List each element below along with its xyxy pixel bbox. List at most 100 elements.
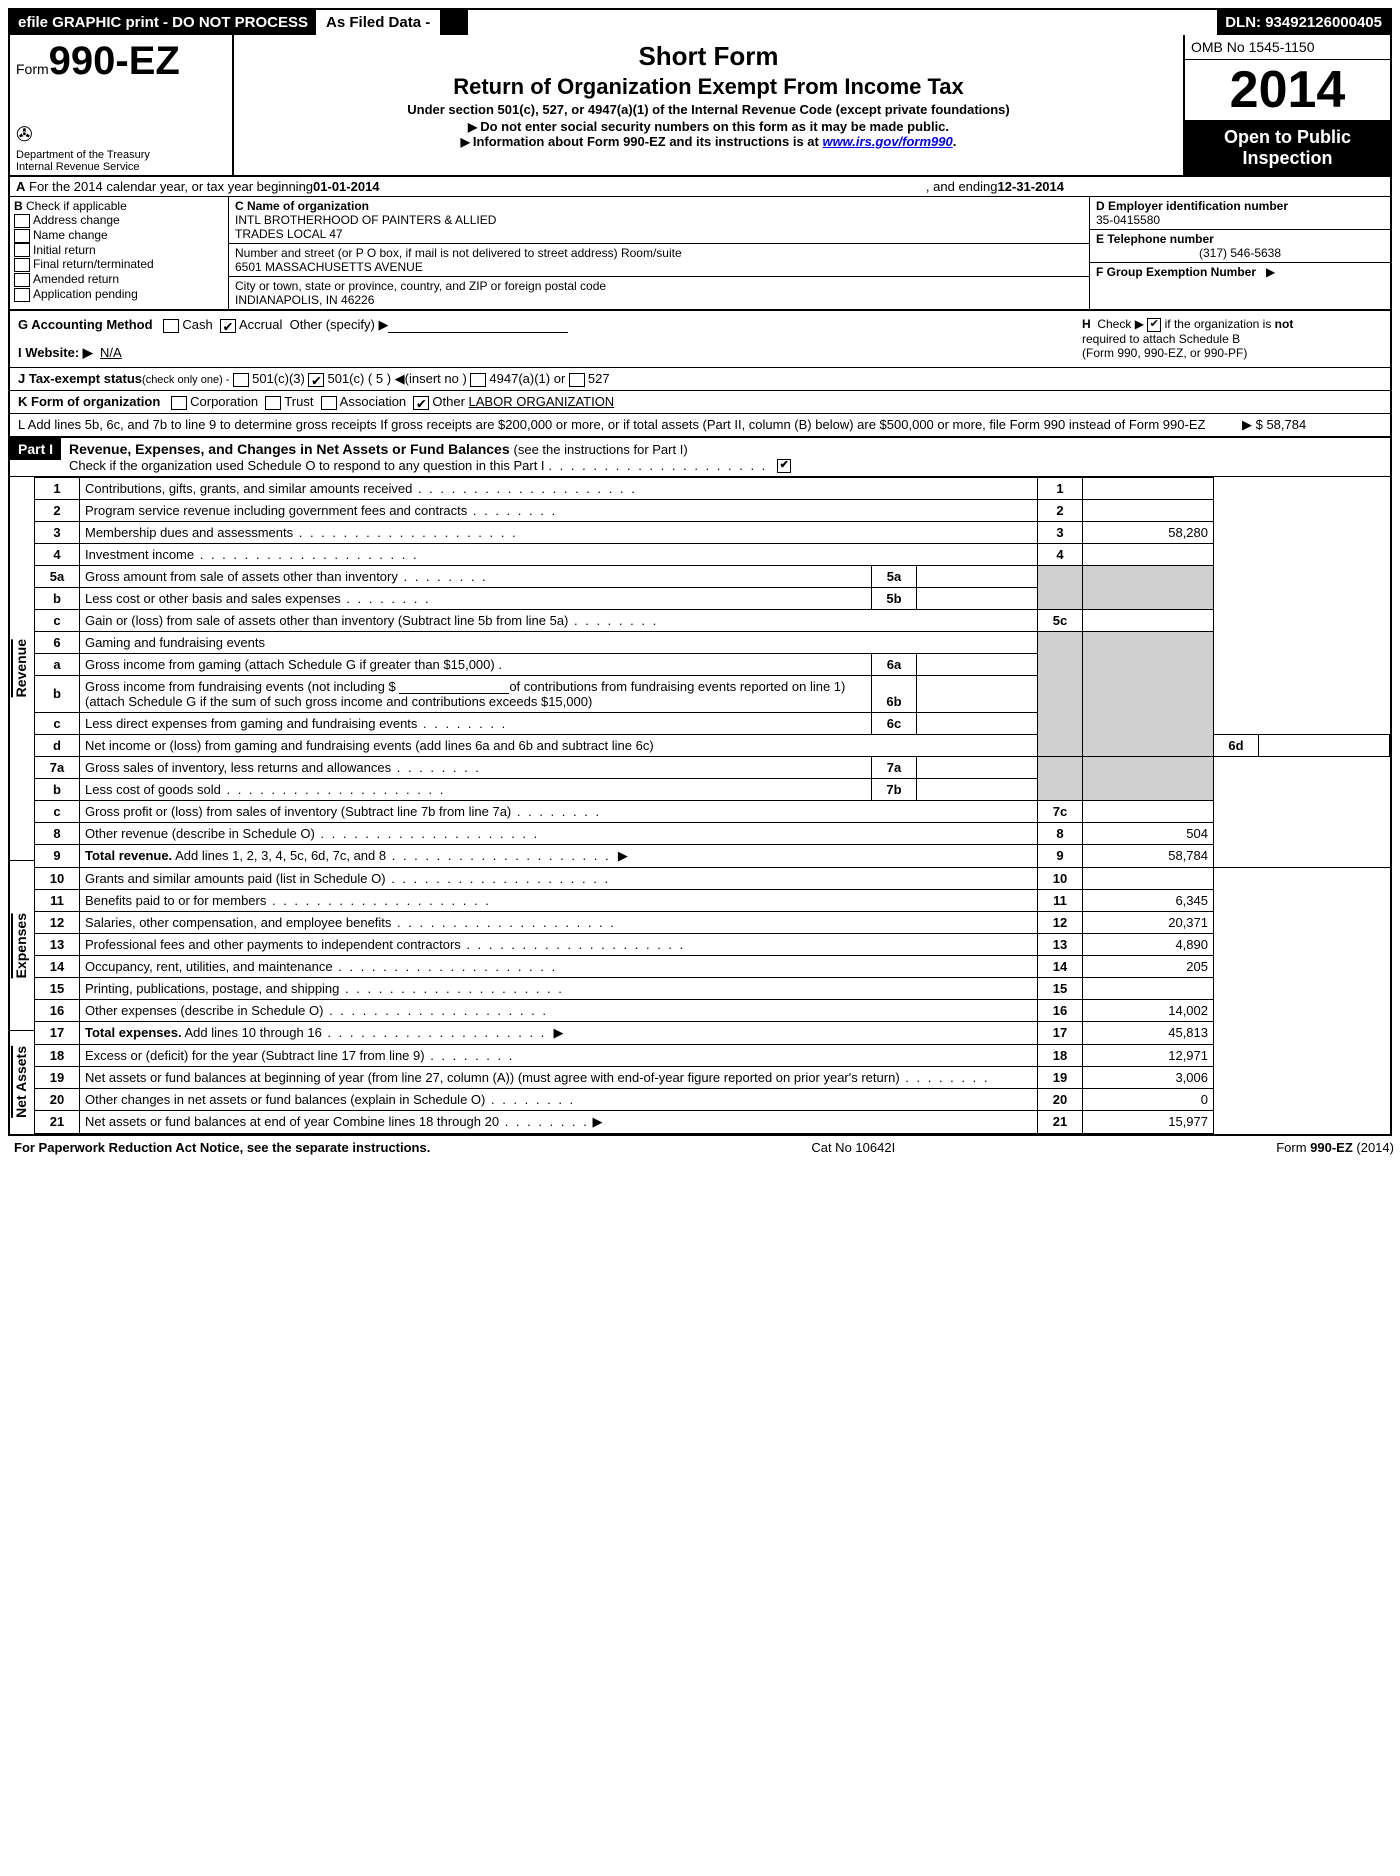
l8-ln: 8 [1038, 822, 1083, 844]
l5a-n: 5a [35, 565, 80, 587]
c-name-label: C Name of organization [235, 199, 1083, 213]
l13-amt: 4,890 [1083, 933, 1214, 955]
k-o4-chk[interactable]: ✔ [413, 396, 429, 410]
col-def: D Employer identification number 35-0415… [1090, 197, 1390, 309]
j-o3-chk[interactable] [470, 373, 486, 387]
l6d-ln: 6d [1214, 734, 1259, 756]
asfiled-label: As Filed Data - [318, 10, 440, 35]
note1: Do not enter social security numbers on … [244, 119, 1173, 134]
e-label: E Telephone number [1096, 232, 1384, 246]
l6-shade2 [1083, 631, 1214, 756]
l6b-subamt [917, 675, 1038, 712]
l10-d: Grants and similar amounts paid (list in… [85, 871, 386, 886]
open-inspection: Open to Public Inspection [1185, 121, 1390, 175]
k-o3-chk[interactable] [321, 396, 337, 410]
footer-mid: Cat No 10642I [811, 1140, 895, 1155]
part1-chk[interactable]: ✔ [777, 459, 791, 473]
b-opt-2[interactable]: Initial return [14, 243, 224, 258]
l2-d: Program service revenue including govern… [85, 503, 467, 518]
line-9: 9Total revenue. Add lines 1, 2, 3, 4, 5c… [35, 844, 1390, 867]
j-o1-chk[interactable] [233, 373, 249, 387]
dln-label: DLN: [1225, 14, 1261, 31]
l1-ln: 1 [1038, 477, 1083, 499]
l6d-d: Net income or (loss) from gaming and fun… [85, 738, 654, 753]
l3-n: 3 [35, 521, 80, 543]
h-t1: Check ▶ [1097, 317, 1144, 331]
g-label: G Accounting Method [18, 317, 153, 332]
g-accrual: Accrual [239, 317, 282, 332]
l5b-subamt [917, 587, 1038, 609]
c-name-cell: C Name of organization INTL BROTHERHOOD … [229, 197, 1089, 244]
k-o4: Other [432, 394, 465, 409]
l7b-n: b [35, 778, 80, 800]
l7a-sub: 7a [872, 756, 917, 778]
d-cell: D Employer identification number 35-0415… [1090, 197, 1390, 230]
efile-label: efile GRAPHIC print - DO NOT PROCESS [10, 10, 318, 35]
g-cash-chk[interactable] [163, 319, 179, 333]
l5b-d: Less cost or other basis and sales expen… [85, 591, 341, 606]
k-o1-chk[interactable] [171, 396, 187, 410]
l6b-blank[interactable] [399, 679, 509, 694]
l5c-n: c [35, 609, 80, 631]
line-1: 1Contributions, gifts, grants, and simil… [35, 477, 1390, 499]
line-10: 10Grants and similar amounts paid (list … [35, 867, 1390, 889]
l13-d: Professional fees and other payments to … [85, 937, 461, 952]
g-other-line[interactable] [388, 318, 568, 333]
h-chk[interactable]: ✔ [1147, 318, 1161, 332]
b-opt-4-label: Amended return [33, 272, 119, 286]
f-cell: F Group Exemption Number ▶ [1090, 263, 1390, 309]
l6a-n: a [35, 653, 80, 675]
b-label: B [14, 199, 23, 213]
l7a-n: 7a [35, 756, 80, 778]
j-o3: 4947(a)(1) or [489, 371, 565, 386]
j-o2-chk[interactable]: ✔ [308, 373, 324, 387]
l6b-d1: Gross income from fundraising events (no… [85, 679, 399, 694]
row-l: L Add lines 5b, 6c, and 7b to line 9 to … [10, 413, 1390, 436]
line-8: 8Other revenue (describe in Schedule O)8… [35, 822, 1390, 844]
dln: DLN: 93492126000405 [1217, 10, 1390, 35]
j-o4-chk[interactable] [569, 373, 585, 387]
l7-shade2 [1083, 756, 1214, 800]
l5c-d: Gain or (loss) from sale of assets other… [85, 613, 568, 628]
irs-link[interactable]: www.irs.gov/form990 [822, 134, 952, 149]
title: Return of Organization Exempt From Incom… [244, 74, 1173, 100]
l1-n: 1 [35, 477, 80, 499]
f-arrow: ▶ [1266, 265, 1275, 279]
l14-amt: 205 [1083, 955, 1214, 977]
l2-amt [1083, 499, 1214, 521]
k-o2-chk[interactable] [265, 396, 281, 410]
b-opt-4[interactable]: Amended return [14, 272, 224, 287]
l17-ln: 17 [1038, 1021, 1083, 1044]
l16-d: Other expenses (describe in Schedule O) [85, 1003, 323, 1018]
b-opt-5-label: Application pending [33, 287, 138, 301]
b-opt-1[interactable]: Name change [14, 228, 224, 243]
row-k: K Form of organization Corporation Trust… [10, 390, 1390, 413]
side-revenue: Revenue [10, 477, 35, 860]
c-street-label: Number and street (or P O box, if mail i… [235, 246, 1083, 260]
b-opt-5[interactable]: Application pending [14, 287, 224, 302]
part1-check: Check if the organization used Schedule … [69, 458, 545, 473]
g-cash: Cash [182, 317, 212, 332]
l3-ln: 3 [1038, 521, 1083, 543]
l18-amt: 12,971 [1083, 1044, 1214, 1066]
l7-shade1 [1038, 756, 1083, 800]
b-opt-3[interactable]: Final return/terminated [14, 257, 224, 272]
b-hint: Check if applicable [26, 199, 127, 213]
i-label: I Website: ▶ [18, 345, 93, 360]
omb: OMB No 1545-1150 [1185, 35, 1390, 60]
form-990ez-page: efile GRAPHIC print - DO NOT PROCESS As … [8, 8, 1392, 1136]
lines-wrap: 1Contributions, gifts, grants, and simil… [35, 477, 1390, 1134]
b-opt-0[interactable]: Address change [14, 213, 224, 228]
l11-d: Benefits paid to or for members [85, 893, 266, 908]
l7b-subamt [917, 778, 1038, 800]
l19-ln: 19 [1038, 1066, 1083, 1088]
l15-ln: 15 [1038, 977, 1083, 999]
side-labels: Revenue Expenses Net Assets [10, 477, 35, 1134]
l7b-d: Less cost of goods sold [85, 782, 221, 797]
g-accrual-chk[interactable]: ✔ [220, 319, 236, 333]
l5c-amt [1083, 609, 1214, 631]
header: Form990-EZ ✇ Department of the Treasury … [10, 35, 1390, 177]
side-netassets-label: Net Assets [11, 1046, 33, 1118]
line-7c: cGross profit or (loss) from sales of in… [35, 800, 1390, 822]
l3-amt: 58,280 [1083, 521, 1214, 543]
